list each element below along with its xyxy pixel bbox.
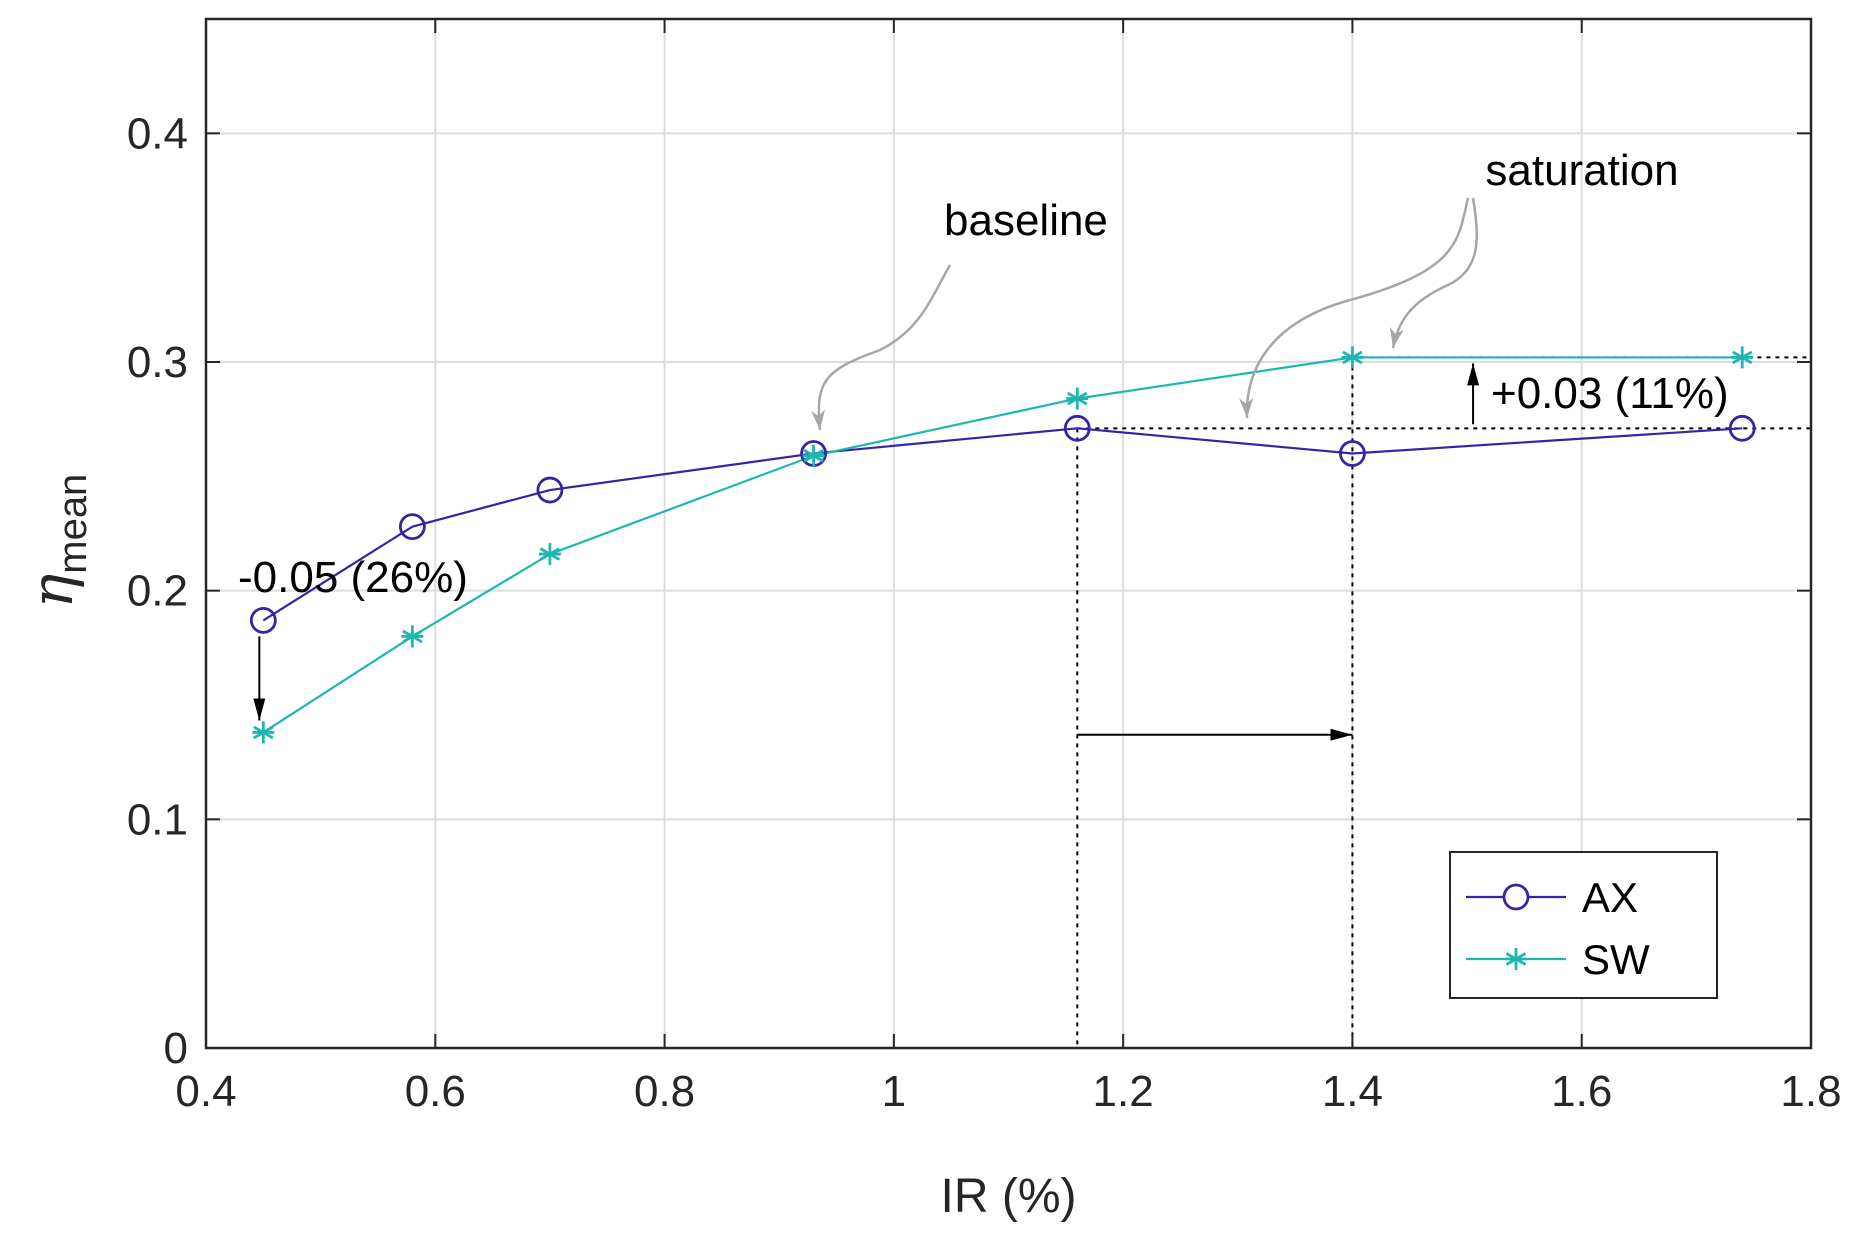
legend-label-SW: SW — [1582, 936, 1650, 983]
point-AX — [1339, 440, 1366, 467]
x-tick-label: 0.6 — [405, 1067, 466, 1116]
point-SW — [1341, 346, 1364, 369]
y-axis-title: ηmean — [18, 474, 95, 609]
legend: AX SW — [1449, 851, 1718, 999]
saturation-arrow-1 — [1239, 197, 1470, 419]
point-AX — [398, 513, 426, 541]
y-tick-label: 0.3 — [127, 338, 188, 387]
point-AX — [1063, 414, 1091, 442]
asterisk-stroke — [803, 449, 824, 463]
asterisk-stroke — [1067, 391, 1088, 406]
series — [249, 346, 1756, 744]
plot-frame — [204, 17, 1813, 1050]
legend-marker-SW — [1505, 948, 1527, 970]
legend-box — [1449, 851, 1718, 999]
point-SW — [538, 543, 561, 566]
y-axis-subscript: mean — [51, 474, 95, 574]
saturation-arrow-2 — [1389, 197, 1478, 349]
legend-label-AX: AX — [1582, 874, 1638, 921]
y-axis-symbol: η — [18, 574, 86, 609]
asterisk-stroke — [1505, 952, 1527, 966]
point-SW — [802, 444, 825, 467]
x-tick-label: 0.4 — [175, 1067, 236, 1116]
x-tick-label: 1.4 — [1322, 1067, 1383, 1116]
x-axis-title: IR (%) — [941, 1170, 1077, 1223]
x-tick-label: 1 — [882, 1067, 906, 1116]
increase-label: +0.03 (11%) — [1491, 369, 1729, 418]
baseline-label: baseline — [944, 196, 1108, 245]
legend-entry-SW: SW — [1466, 936, 1650, 983]
y-tick-label: 0.2 — [127, 567, 188, 616]
axes: 0.4 0.6 0.8 1 1.2 1.4 1.6 1.8 0 0.1 0.2 0.3 0.4 IR (%… — [18, 17, 1842, 1223]
point-SW — [252, 721, 275, 744]
asterisk-stroke — [1342, 350, 1363, 365]
point-SW — [1066, 387, 1089, 410]
asterisk-stroke — [1731, 350, 1753, 365]
asterisk-stroke — [539, 547, 561, 561]
guide-lines — [1076, 356, 1811, 1048]
decrease-label: -0.05 (26%) — [238, 553, 468, 602]
y-tick-label: 0 — [164, 1024, 188, 1073]
asterisk-stroke — [253, 725, 274, 740]
x-tick-label: 1.8 — [1780, 1067, 1841, 1116]
grid — [206, 19, 1811, 1048]
point-AX — [536, 476, 564, 504]
x-tick-label: 1.6 — [1551, 1067, 1612, 1116]
baseline-arrow — [811, 264, 952, 431]
point-AX — [1728, 414, 1756, 442]
saturation-label: saturation — [1485, 146, 1678, 195]
point-AX — [249, 606, 277, 634]
x-tick-label: 0.8 — [634, 1067, 695, 1116]
y-tick-label: 0.1 — [127, 795, 188, 844]
annotations: -0.05 (26%) +0.03 (11%) baseline saturation — [238, 146, 1729, 741]
point-SW — [401, 625, 424, 648]
legend-entry-AX: AX — [1466, 874, 1638, 921]
x-tick-label: 1.2 — [1093, 1067, 1154, 1116]
legend-marker-AX — [1502, 883, 1530, 911]
asterisk-stroke — [402, 629, 423, 644]
y-tick-label: 0.4 — [127, 109, 188, 158]
point-SW — [1731, 346, 1754, 369]
